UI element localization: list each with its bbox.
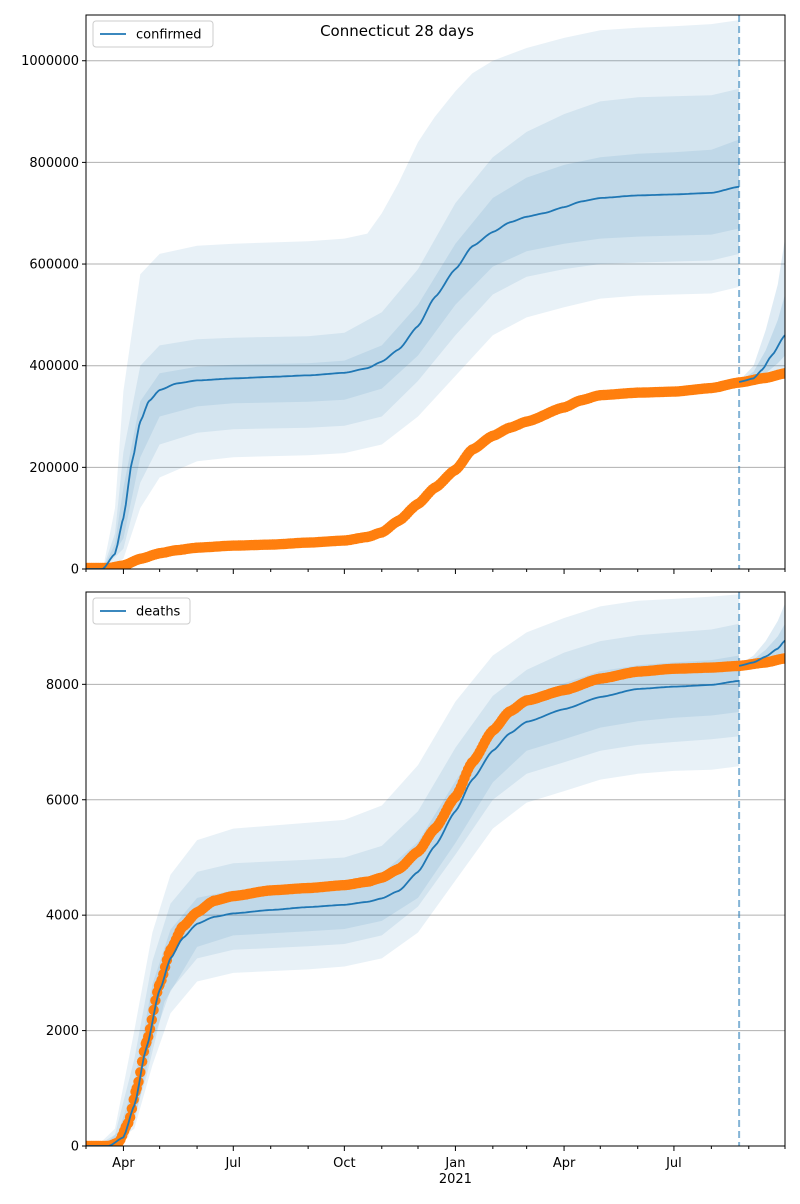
figure-title: Connecticut 28 days	[320, 22, 474, 40]
deaths-panel: 0 2000 4000 6000 8000 Apr Jul Oct Jan Apr Jul 2021 d…	[46, 591, 786, 1187]
confirmed-band-outer	[102, 20, 740, 569]
confirmed-band-inner-after-forecast-start	[739, 294, 785, 383]
deaths-legend: deaths	[92, 597, 191, 625]
deaths-forecast-line	[86, 680, 740, 1146]
x-tick-label: Jul	[665, 1156, 682, 1171]
y-tick-label: 2000	[46, 1024, 79, 1039]
y-tick-label: 8000	[46, 678, 79, 693]
y-tick-label: 0	[71, 563, 79, 578]
legend-label: confirmed	[136, 28, 202, 43]
y-tick-label: 800000	[29, 156, 79, 171]
observed-point	[148, 1004, 159, 1016]
observed-point	[779, 368, 785, 379]
deaths-band-middle	[96, 623, 740, 1146]
confirmed-legend: confirmed	[92, 20, 214, 48]
confirmed-band-outer-after-forecast-start	[739, 238, 785, 383]
confirmed-band-inner	[102, 139, 740, 569]
observed-point	[146, 1014, 157, 1025]
confirmed-plot-area	[86, 15, 785, 569]
confirmed-observed-series	[86, 368, 785, 569]
confirmed-forecast-line	[86, 185, 740, 569]
observed-point	[133, 1076, 144, 1088]
legend-box	[92, 20, 214, 48]
x-tick-label: Oct	[333, 1156, 355, 1171]
y-tick-label: 200000	[29, 461, 79, 476]
x-tick-label: Apr	[112, 1156, 135, 1171]
observed-point	[144, 1023, 156, 1035]
x-tick-label: Jan	[444, 1156, 465, 1171]
y-tick-label: 400000	[29, 359, 79, 374]
y-tick-label: 6000	[46, 793, 79, 808]
y-tick-label: 4000	[46, 909, 79, 924]
x-year-label: 2021	[439, 1172, 472, 1187]
observed-point	[779, 653, 785, 664]
x-tick-label: Apr	[553, 1156, 576, 1171]
y-tick-label: 600000	[29, 258, 79, 273]
confirmed-forecast-line	[738, 334, 785, 383]
y-tick-label: 0	[71, 1140, 79, 1155]
axes-frame	[85, 14, 786, 570]
x-tick-label: Jul	[224, 1156, 241, 1171]
confirmed-band-middle	[102, 88, 740, 569]
deaths-band-outer	[96, 594, 740, 1146]
axes-frame	[85, 591, 786, 1147]
deaths-forecast-line	[738, 639, 785, 667]
y-tick-label: 1000000	[21, 54, 79, 69]
confirmed-panel: 0 200000 400000 600000 800000 1000000 confirme…	[21, 14, 786, 578]
legend-box	[92, 597, 191, 625]
legend-label: deaths	[136, 605, 181, 620]
deaths-plot-area	[86, 592, 785, 1146]
